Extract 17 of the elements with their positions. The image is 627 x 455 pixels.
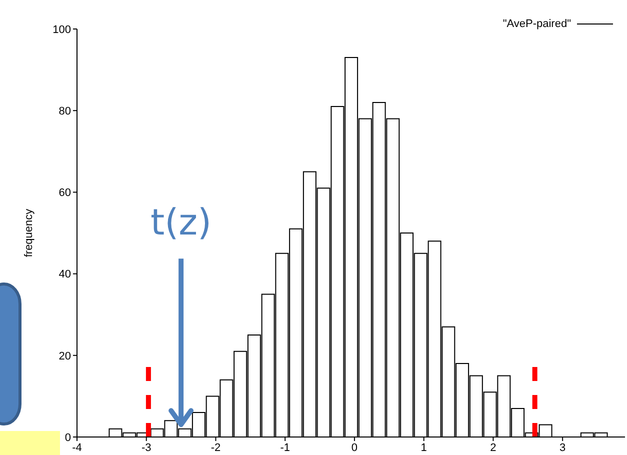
x-tick-label: 3	[560, 442, 566, 454]
y-tick-label: 20	[58, 350, 71, 362]
x-tick-label: -3	[141, 442, 152, 454]
x-tick-label: 2	[490, 442, 496, 454]
y-tick-label: 80	[58, 106, 71, 118]
legend-label: "AveP-paired"	[502, 18, 571, 30]
x-tick-label: 0	[351, 442, 358, 454]
x-tick-label: -1	[280, 442, 290, 454]
y-axis-title: frequency	[22, 208, 35, 258]
y-tick-label: 0	[64, 432, 71, 444]
y-tick-label: 100	[52, 24, 71, 36]
y-tick-label: 60	[58, 187, 71, 200]
y-tick-label: 40	[58, 268, 71, 281]
x-tick-label: -2	[210, 442, 221, 454]
x-tick-label: -4	[72, 442, 82, 454]
x-tick-label: 1	[420, 442, 427, 454]
annotation: t(z)	[150, 202, 212, 244]
